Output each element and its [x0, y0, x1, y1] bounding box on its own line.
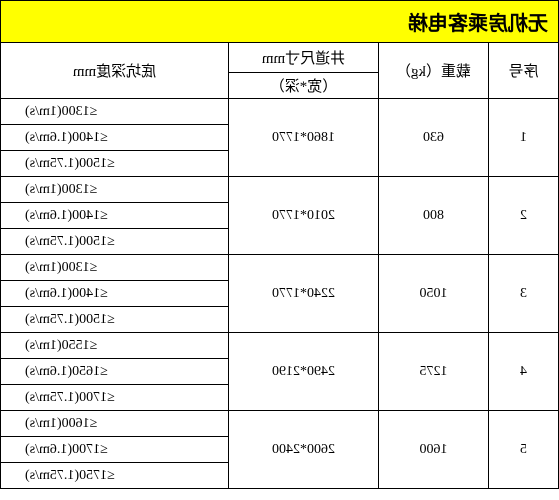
cell-shaft: 1860*1770: [229, 99, 379, 177]
elevator-spec-table: 序号 载重（kg） 井道尺寸mm 底坑深度mm （宽*深） 1 630 1860…: [0, 42, 559, 489]
table-body: 1 630 1860*1770 ≤1300(1m/s) ≤1400(1.6m/s…: [1, 99, 559, 489]
cell-shaft: 2010*1770: [229, 177, 379, 255]
cell-pit: ≤1500(1.75m/s): [1, 151, 229, 177]
header-pit: 底坑深度mm: [1, 43, 229, 99]
cell-pit: ≤1650(1.6m/s): [1, 359, 229, 385]
cell-load: 1050: [379, 255, 489, 333]
cell-seq: 2: [489, 177, 559, 255]
cell-seq: 4: [489, 333, 559, 411]
cell-load: 1275: [379, 333, 489, 411]
cell-pit: ≤1400(1.6m/s): [1, 203, 229, 229]
cell-pit: ≤1700(1.75m/s): [1, 385, 229, 411]
cell-pit: ≤1300(1m/s): [1, 177, 229, 203]
header-seq: 序号: [489, 43, 559, 99]
cell-pit: ≤1500(1.75m/s): [1, 229, 229, 255]
cell-shaft: 2600*2400: [229, 411, 379, 489]
header-shaft-sub: （宽*深）: [229, 73, 379, 99]
cell-pit: ≤1300(1m/s): [1, 255, 229, 281]
cell-load: 800: [379, 177, 489, 255]
cell-pit: ≤1700(1.6m/s): [1, 437, 229, 463]
header-shaft: 井道尺寸mm: [229, 43, 379, 73]
cell-pit: ≤1400(1.6m/s): [1, 281, 229, 307]
cell-pit: ≤1550(1m/s): [1, 333, 229, 359]
title-bar: 无机房乘客电梯: [0, 0, 559, 42]
table-row: 4 1275 2490*2190 ≤1550(1m/s): [1, 333, 559, 359]
cell-pit: ≤1500(1.75m/s): [1, 307, 229, 333]
cell-seq: 1: [489, 99, 559, 177]
cell-pit: ≤1400(1.6m/s): [1, 125, 229, 151]
cell-shaft: 2490*2190: [229, 333, 379, 411]
table-row: 2 800 2010*1770 ≤1300(1m/s): [1, 177, 559, 203]
cell-seq: 5: [489, 411, 559, 489]
cell-pit: ≤1300(1m/s): [1, 99, 229, 125]
table-container: 无机房乘客电梯 序号 载重（kg） 井道尺寸mm 底坑深度mm （宽*深） 1 …: [0, 0, 559, 489]
cell-load: 630: [379, 99, 489, 177]
cell-pit: ≤1750(1.75m/s): [1, 463, 229, 489]
cell-shaft: 2240*1770: [229, 255, 379, 333]
header-row: 序号 载重（kg） 井道尺寸mm 底坑深度mm: [1, 43, 559, 73]
header-load: 载重（kg）: [379, 43, 489, 99]
cell-seq: 3: [489, 255, 559, 333]
cell-pit: ≤1600(1m/s): [1, 411, 229, 437]
table-row: 5 1600 2600*2400 ≤1600(1m/s): [1, 411, 559, 437]
table-row: 3 1050 2240*1770 ≤1300(1m/s): [1, 255, 559, 281]
title-text: 无机房乘客电梯: [408, 13, 548, 35]
cell-load: 1600: [379, 411, 489, 489]
table-row: 1 630 1860*1770 ≤1300(1m/s): [1, 99, 559, 125]
